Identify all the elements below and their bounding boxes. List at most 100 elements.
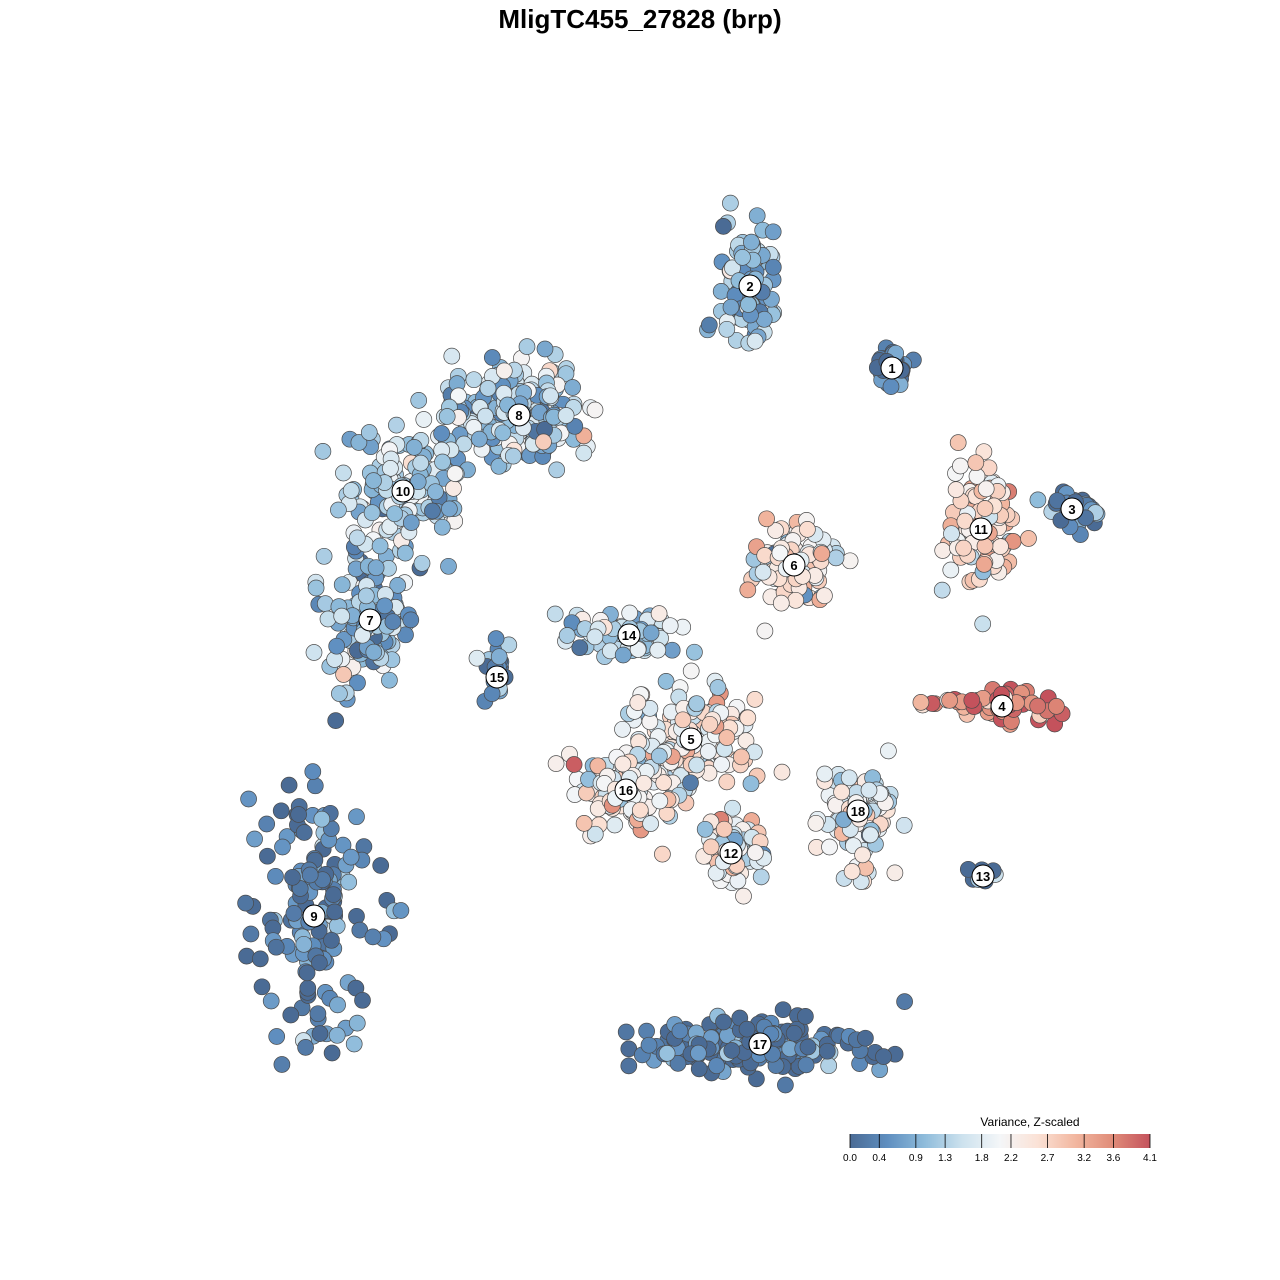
cluster-18-cells: [807, 742, 913, 890]
cell-point: [345, 1035, 363, 1053]
cell-point: [797, 1056, 815, 1074]
cell-point: [735, 887, 752, 905]
cluster-17-cells: [617, 993, 913, 1094]
cluster-label-badge: [738, 274, 762, 298]
cell-point: [251, 950, 269, 968]
cell-point: [688, 756, 706, 774]
cell-point: [773, 763, 791, 781]
cell-point: [690, 1044, 707, 1062]
cell-point: [740, 296, 757, 313]
cell-point: [606, 816, 624, 834]
cluster-label-text: 4: [998, 699, 1006, 714]
cell-point: [575, 444, 593, 462]
cell-point: [813, 545, 831, 562]
cluster-label-badge: [969, 517, 993, 541]
cell-point: [547, 755, 565, 772]
cell-point: [382, 460, 399, 477]
cell-point: [326, 903, 343, 921]
cell-point: [381, 671, 398, 689]
cell-point: [586, 401, 604, 419]
cell-point: [886, 864, 904, 882]
cell-point: [306, 777, 324, 795]
cell-point: [718, 320, 736, 338]
cell-point: [875, 1048, 892, 1065]
cluster-label-text: 8: [515, 408, 522, 423]
cluster-label-3: 3: [1060, 497, 1084, 521]
cluster-label-8: 8: [507, 403, 531, 427]
cell-point: [274, 838, 291, 856]
cluster-label-text: 9: [310, 909, 317, 924]
cell-point: [640, 1036, 658, 1054]
cell-point: [650, 747, 668, 765]
cell-point: [701, 715, 719, 733]
cluster-label-18: 18: [846, 799, 870, 823]
cell-point: [490, 648, 508, 666]
cell-point: [333, 576, 351, 594]
cell-point: [295, 935, 313, 953]
cell-point: [756, 622, 774, 640]
cluster-label-badge: [358, 608, 382, 632]
cell-point: [882, 378, 900, 395]
cell-point: [438, 408, 456, 425]
cell-point: [816, 587, 833, 605]
cell-point: [952, 457, 969, 475]
cell-point: [715, 218, 732, 235]
legend-tick-label: 0.4: [872, 1153, 886, 1164]
cell-point: [974, 615, 992, 633]
cell-point: [504, 447, 522, 465]
cell-point: [586, 628, 604, 646]
cell-point: [282, 1006, 300, 1024]
cell-point: [316, 595, 334, 612]
cell-point: [542, 387, 559, 405]
cell-point: [880, 742, 897, 760]
cell-point: [821, 838, 838, 856]
cell-point: [614, 646, 632, 664]
cell-point: [331, 685, 348, 702]
cluster-8-cells: [430, 338, 604, 479]
cell-point: [351, 921, 369, 939]
cell-point: [564, 379, 581, 396]
legend-title: Variance, Z-scaled: [980, 1115, 1079, 1129]
cell-point: [743, 233, 760, 251]
cell-point: [841, 552, 859, 570]
cell-point: [657, 673, 675, 690]
cell-point: [333, 607, 351, 625]
cell-point: [360, 424, 378, 441]
cell-point: [827, 549, 845, 567]
cluster-label-badge: [507, 403, 531, 427]
cell-point: [614, 720, 631, 738]
cell-point: [314, 443, 332, 460]
cell-point: [253, 978, 271, 996]
cell-point: [977, 480, 995, 498]
cell-point: [424, 502, 441, 520]
cluster-label-10: 10: [391, 479, 415, 503]
cell-point: [470, 430, 488, 448]
cluster-label-text: 5: [687, 732, 694, 747]
cell-point: [655, 774, 673, 791]
legend-tick-label: 0.9: [909, 1153, 923, 1164]
cell-point: [767, 522, 784, 539]
cluster-7-cells: [305, 538, 429, 708]
cluster-label-text: 10: [396, 484, 410, 499]
cell-point: [565, 756, 583, 773]
cluster-label-1: 1: [880, 356, 904, 380]
cell-point: [557, 407, 575, 424]
cell-point: [857, 1029, 874, 1047]
cell-point: [349, 674, 366, 692]
cell-point: [328, 637, 346, 655]
cell-point: [933, 581, 951, 599]
cluster-2-cells: [699, 194, 783, 352]
cell-point: [734, 249, 751, 266]
cell-point: [621, 604, 639, 622]
cluster-label-badge: [485, 665, 509, 689]
cell-point: [242, 925, 260, 943]
legend-tick-label: 3.2: [1077, 1153, 1091, 1164]
cell-point: [718, 729, 736, 746]
cell-point: [273, 1056, 291, 1073]
cell-point: [799, 521, 816, 538]
cluster-label-text: 18: [851, 804, 865, 819]
cell-point: [267, 938, 285, 956]
cell-point: [365, 472, 382, 489]
cluster-11-cells: [933, 434, 1037, 633]
cell-point: [758, 510, 775, 528]
